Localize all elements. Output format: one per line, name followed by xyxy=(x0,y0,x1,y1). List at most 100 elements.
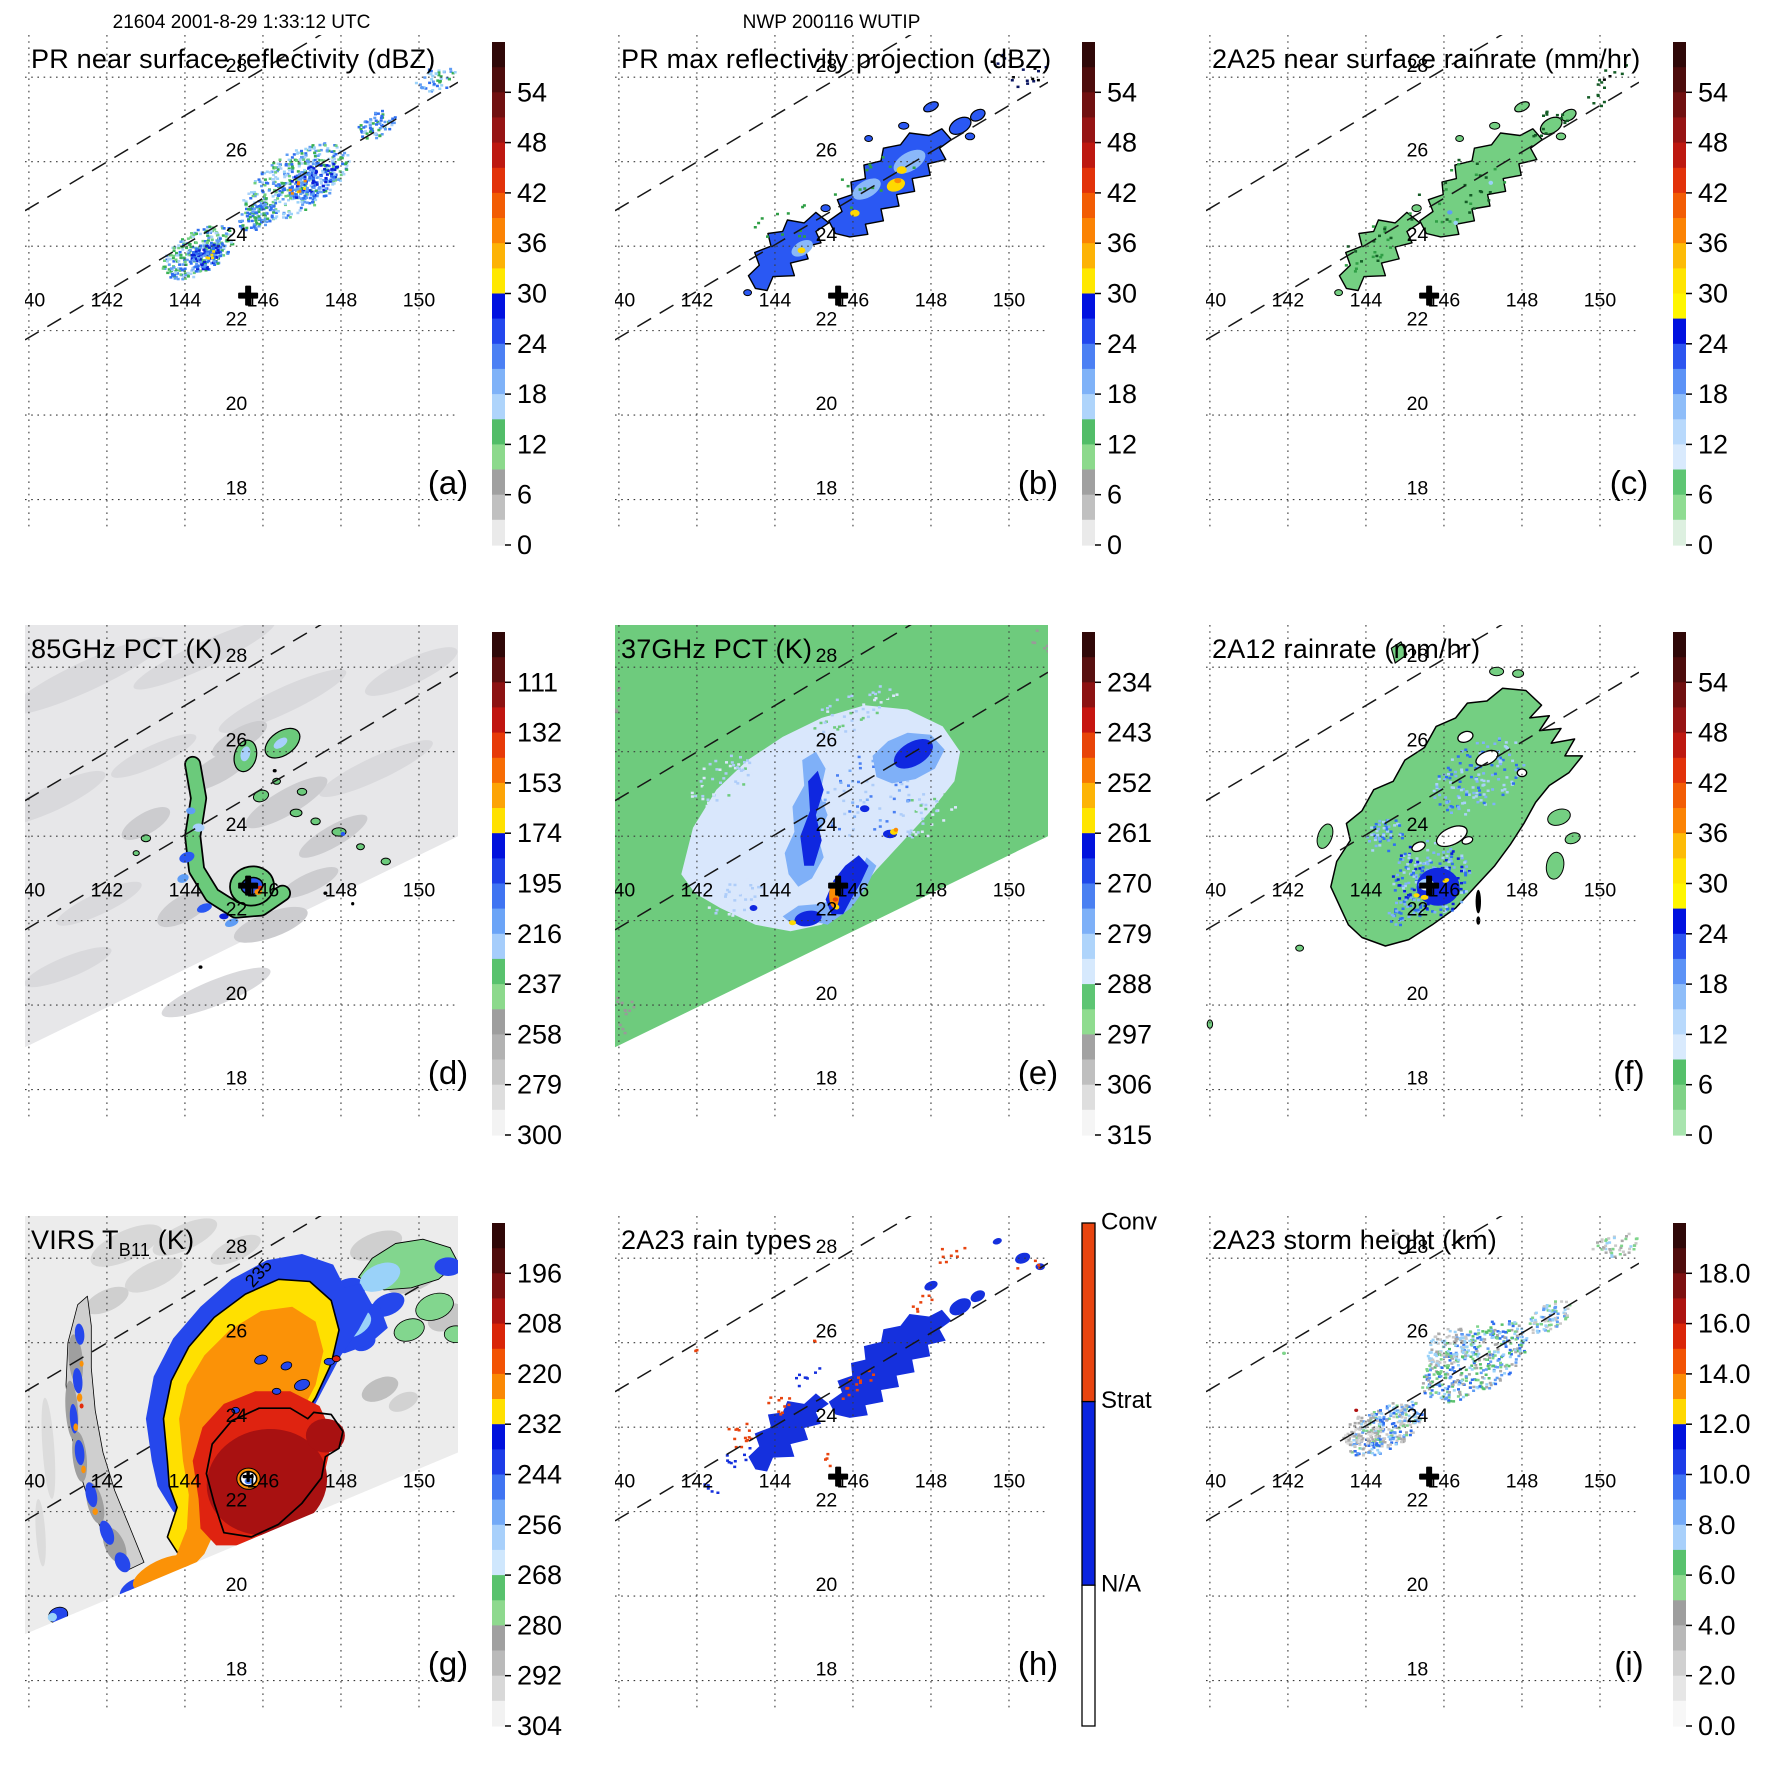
svg-text:144: 144 xyxy=(169,1471,202,1493)
svg-text:140: 140 xyxy=(13,1471,46,1493)
svg-text:300: 300 xyxy=(517,1120,562,1150)
svg-text:20: 20 xyxy=(816,393,838,415)
svg-text:18: 18 xyxy=(226,1659,248,1681)
svg-text:243: 243 xyxy=(1107,718,1152,748)
svg-text:28: 28 xyxy=(1407,645,1429,667)
svg-text:18.0: 18.0 xyxy=(1698,1258,1751,1288)
panel-i-letter: (i) xyxy=(1614,1645,1644,1682)
svg-text:24: 24 xyxy=(1407,814,1429,836)
svg-text:144: 144 xyxy=(1350,290,1383,312)
svg-text:4.0: 4.0 xyxy=(1698,1610,1736,1640)
svg-text:26: 26 xyxy=(226,1321,248,1343)
svg-text:142: 142 xyxy=(91,1471,124,1493)
svg-text:22: 22 xyxy=(816,899,838,921)
svg-text:28: 28 xyxy=(1407,1236,1429,1258)
panel-b: NWP 200116 WUTIP 140 142 144 146 148 150 18 20 2… xyxy=(590,0,1180,590)
svg-text:48: 48 xyxy=(1698,718,1728,748)
svg-text:54: 54 xyxy=(1698,667,1728,697)
svg-text:142: 142 xyxy=(91,880,124,902)
svg-text:30: 30 xyxy=(517,279,547,309)
svg-text:24: 24 xyxy=(816,1405,838,1427)
svg-text:148: 148 xyxy=(325,880,358,902)
svg-text:304: 304 xyxy=(517,1711,562,1741)
svg-text:144: 144 xyxy=(169,880,202,902)
svg-text:174: 174 xyxy=(517,818,562,848)
svg-text:288: 288 xyxy=(1107,969,1152,999)
svg-text:54: 54 xyxy=(1698,77,1728,107)
svg-text:148: 148 xyxy=(1506,1471,1539,1493)
svg-text:140: 140 xyxy=(1194,880,1227,902)
svg-text:22: 22 xyxy=(816,309,838,331)
svg-text:20: 20 xyxy=(1407,1574,1429,1596)
svg-text:150: 150 xyxy=(993,1471,1026,1493)
svg-text:48: 48 xyxy=(517,128,547,158)
svg-text:16.0: 16.0 xyxy=(1698,1309,1751,1339)
svg-text:150: 150 xyxy=(403,880,436,902)
panel-c-title: 2A25 near surface rainrate (mm/hr) xyxy=(1212,44,1641,74)
svg-text:24: 24 xyxy=(226,1405,248,1427)
svg-text:280: 280 xyxy=(517,1610,562,1640)
svg-text:144: 144 xyxy=(1350,1471,1383,1493)
svg-text:0: 0 xyxy=(1698,1120,1713,1150)
panel-a-title: PR near surface reflectivity (dBZ) xyxy=(31,44,436,74)
panel-d-map: 140 142 144 146 148 150 18 20 22 24 26 28 111 132 153 1… xyxy=(13,625,562,1150)
panel-a-map: 140 142 144 146 148 150 18 20 22 24 26 28 54 48 42 36 30… xyxy=(13,35,547,560)
svg-text:48: 48 xyxy=(1698,128,1728,158)
svg-text:153: 153 xyxy=(517,768,562,798)
svg-text:26: 26 xyxy=(816,140,838,162)
svg-text:144: 144 xyxy=(169,290,202,312)
svg-text:150: 150 xyxy=(403,1471,436,1493)
svg-text:28: 28 xyxy=(816,55,838,77)
svg-text:10.0: 10.0 xyxy=(1698,1460,1751,1490)
svg-text:146: 146 xyxy=(247,1471,280,1493)
panel-i: 140 142 144 146 148 150 18 20 22 24 26 28 18.0 16.0 14… xyxy=(1181,1181,1771,1771)
svg-text:150: 150 xyxy=(993,290,1026,312)
svg-text:146: 146 xyxy=(1428,880,1461,902)
panel-i-title: 2A23 storm height (km) xyxy=(1212,1225,1497,1255)
panel-e-map: 140 142 144 146 148 150 18 20 22 24 26 28 234 243 252 2… xyxy=(615,625,1152,1150)
svg-text:26: 26 xyxy=(816,730,838,752)
panel-b-title: PR max reflectivity projection (dBZ) xyxy=(621,44,1052,74)
svg-text:140: 140 xyxy=(13,290,46,312)
svg-text:26: 26 xyxy=(226,140,248,162)
panel-b-map: 140 142 144 146 148 150 18 20 22 24 26 28 54 48 42 36 30… xyxy=(615,35,1137,560)
svg-text:146: 146 xyxy=(837,1471,870,1493)
svg-text:30: 30 xyxy=(1107,279,1137,309)
svg-text:297: 297 xyxy=(1107,1019,1152,1049)
svg-text:256: 256 xyxy=(517,1510,562,1540)
svg-text:12: 12 xyxy=(1698,429,1728,459)
svg-text:142: 142 xyxy=(1272,880,1305,902)
svg-text:36: 36 xyxy=(1698,228,1728,258)
svg-text:42: 42 xyxy=(1107,178,1137,208)
panel-g-title: VIRS TB11 (K) xyxy=(31,1225,195,1260)
svg-text:148: 148 xyxy=(1506,290,1539,312)
svg-text:140: 140 xyxy=(13,880,46,902)
svg-text:24: 24 xyxy=(226,224,248,246)
svg-text:26: 26 xyxy=(816,1321,838,1343)
svg-text:18: 18 xyxy=(1698,969,1728,999)
svg-text:22: 22 xyxy=(226,1490,248,1512)
svg-text:36: 36 xyxy=(1107,228,1137,258)
svg-text:279: 279 xyxy=(1107,919,1152,949)
svg-text:24: 24 xyxy=(1107,329,1137,359)
svg-text:24: 24 xyxy=(1698,329,1728,359)
svg-text:20: 20 xyxy=(1407,393,1429,415)
svg-text:36: 36 xyxy=(1698,818,1728,848)
svg-text:0: 0 xyxy=(517,530,532,560)
svg-text:28: 28 xyxy=(1407,55,1429,77)
svg-text:6: 6 xyxy=(517,480,532,510)
svg-text:18: 18 xyxy=(226,1068,248,1090)
svg-text:142: 142 xyxy=(681,1471,714,1493)
svg-text:144: 144 xyxy=(1350,880,1383,902)
svg-text:20: 20 xyxy=(226,1574,248,1596)
panel-e-title: 37GHz PCT (K) xyxy=(621,634,813,664)
svg-text:24: 24 xyxy=(816,224,838,246)
panel-e: 140 142 144 146 148 150 18 20 22 24 26 28 234 243 252 2… xyxy=(590,590,1180,1180)
svg-text:24: 24 xyxy=(1407,1405,1429,1427)
svg-text:234: 234 xyxy=(1107,667,1152,697)
panel-h: 140 142 144 146 148 150 18 20 22 24 26 28 Conv Strat N… xyxy=(590,1181,1180,1771)
svg-text:148: 148 xyxy=(325,1471,358,1493)
svg-text:142: 142 xyxy=(1272,1471,1305,1493)
svg-text:18: 18 xyxy=(1407,478,1429,500)
panel-d-letter: (d) xyxy=(427,1054,469,1091)
